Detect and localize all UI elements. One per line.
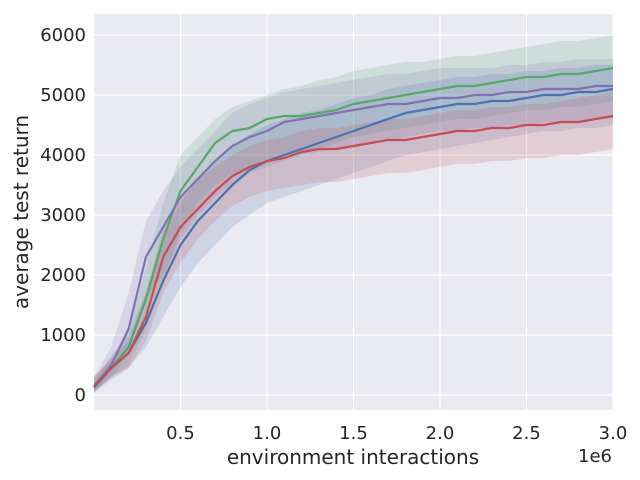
series-0-band xyxy=(94,35,613,392)
y-tick-label-0: 0 xyxy=(75,385,86,406)
x-tick-label-2: 1.5 xyxy=(339,423,368,444)
x-tick-label-5: 3.0 xyxy=(599,423,628,444)
y-tick-label-4: 4000 xyxy=(40,145,86,166)
series-3-line xyxy=(93,114,614,387)
x-axis-label: environment interactions xyxy=(227,445,479,469)
y-tick-label-5: 5000 xyxy=(40,85,86,106)
series-2-line xyxy=(93,87,614,389)
series-lines xyxy=(93,66,614,389)
y-tick-label-6: 6000 xyxy=(40,25,86,46)
x-axis-offset-label: 1e6 xyxy=(578,446,612,467)
y-axis-label: average test return xyxy=(9,115,33,309)
x-tick-label-0: 0.5 xyxy=(166,423,195,444)
y-tick-label-3: 3000 xyxy=(40,205,86,226)
series-1-band xyxy=(94,59,613,392)
x-tick-label-4: 2.5 xyxy=(512,423,541,444)
x-axis-ticks: 0.5 1.0 1.5 2.0 2.5 3.0 xyxy=(166,423,627,444)
series-1-line xyxy=(93,84,613,387)
series-3-band xyxy=(94,92,613,392)
series-0-line xyxy=(93,66,614,387)
grid xyxy=(94,14,614,410)
x-tick-label-3: 2.0 xyxy=(426,423,455,444)
y-axis-ticks: 0 1000 2000 3000 4000 5000 6000 xyxy=(40,25,86,406)
y-tick-label-2: 2000 xyxy=(40,265,86,286)
y-tick-label-1: 1000 xyxy=(40,325,86,346)
x-tick-label-1: 1.0 xyxy=(253,423,282,444)
